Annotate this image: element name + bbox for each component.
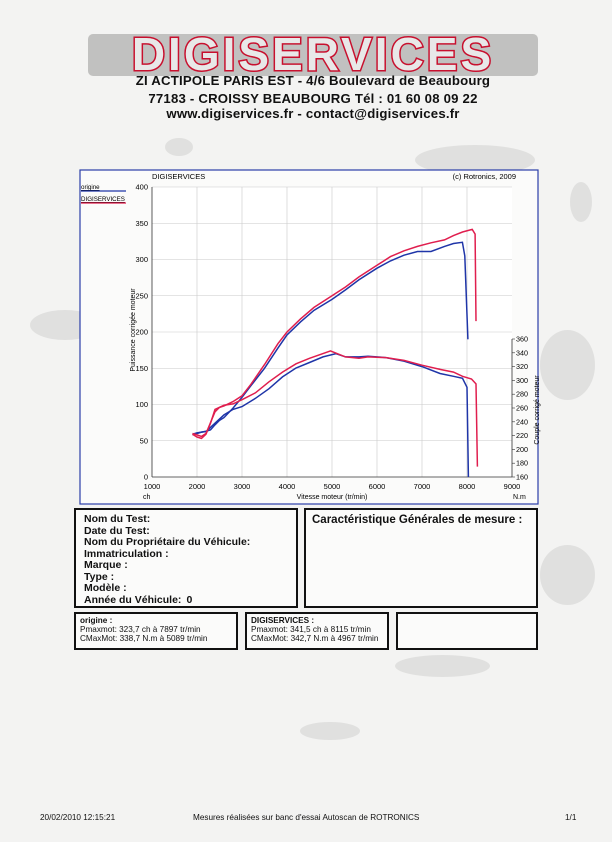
test-info-value: 0 [186,593,193,606]
background-stain [570,182,592,222]
y-tick-label: 200 [135,328,148,337]
x-tick-label: 9000 [504,482,521,491]
background-stain [395,655,490,677]
y-tick-label: 150 [135,364,148,373]
background-stain [540,545,595,605]
chart-legend: origine DIGISERVICES [81,184,126,204]
test-info-line: Année du Véhicule: 0 [84,594,192,606]
legend-label: origine [81,184,100,191]
background-stain [165,138,193,156]
chart-axes: 1000 2000 3000 4000 5000 6000 7000 8000 9000 0 50 1… [135,183,528,492]
footer-note: Mesures réalisées sur banc d'essai Autos… [193,813,420,822]
x-tick-label: 2000 [189,482,206,491]
characteristics-title: Caractéristique Générales de mesure : [312,514,523,526]
x-tick-label: 5000 [324,482,341,491]
result-title: origine : [80,616,113,625]
characteristics-panel: Caractéristique Générales de mesure : [304,508,538,608]
x-tick-label: 6000 [369,482,386,491]
x-unit-right-label: N.m [513,494,526,501]
y-tick-label: 300 [135,255,148,264]
y-tick-label: 0 [144,473,148,482]
test-info-label: Année du Véhicule: [84,593,182,606]
legend-label: DIGISERVICES [81,196,125,203]
y2-tick-label: 340 [516,348,528,357]
test-info-line: Nom du Propriétaire du Véhicule: [84,536,250,548]
test-info-label: Nom du Propriétaire du Véhicule: [84,536,251,548]
test-info-line: Immatriculation : [84,548,169,560]
test-info-line: Marque : [84,559,128,571]
y2-tick-label: 280 [516,390,528,399]
test-info-label: Date du Test: [84,524,150,537]
y-axis-label: Puissance corrigée moteur [130,288,137,372]
y2-tick-label: 320 [516,362,528,371]
x-tick-label: 3000 [234,482,251,491]
result-panel-empty [396,612,538,650]
result-panel-origine: origine : Pmaxmot: 323,7 ch à 7897 tr/mi… [74,612,238,650]
x-axis-label: Vitesse moteur (tr/min) [297,494,368,501]
y-tick-label: 100 [135,400,148,409]
y2-tick-label: 360 [516,335,528,344]
result-panel-digiservices: DIGISERVICES : Pmaxmot: 341,5 ch à 8115 … [245,612,389,650]
x-tick-label: 4000 [279,482,296,491]
y-tick-label: 50 [140,436,148,445]
y-tick-label: 400 [135,183,148,192]
logo-text: DIGISERVICES [132,28,494,80]
background-stain [300,722,360,740]
y2-tick-label: 240 [516,417,528,426]
torque-curve-digiservices [192,350,479,467]
test-info-panel: Nom du Test: Date du Test: Nom du Propriét… [74,508,298,608]
x-tick-label: 1000 [144,482,161,491]
test-info-label: Immatriculation : [84,547,169,560]
test-info-label: Marque : [84,559,128,571]
address-line: 77183 - CROISSY BEAUBOURG Tél : 01 60 08… [148,91,478,106]
footer-page: 1/1 [565,813,577,822]
y2-tick-label: 160 [516,473,528,482]
power-curve-origine [192,241,469,436]
result-power: Pmaxmot: 323,7 ch à 7897 tr/min [80,625,201,634]
chart-series [192,228,479,478]
background-stain [540,330,595,400]
y2-tick-label: 180 [516,459,528,468]
result-title: DIGISERVICES : [251,616,315,625]
y2-tick-label: 200 [516,445,528,454]
digiservices-logo: DIGISERVICES [88,27,538,82]
result-torque: CMaxMot: 342,7 N.m à 4967 tr/min [251,634,379,643]
result-power: Pmaxmot: 341,5 ch à 8115 tr/min [251,625,371,634]
x-tick-label: 7000 [414,482,431,491]
test-info-label: Type : [84,570,115,583]
x-tick-label: 8000 [459,482,476,491]
chart-header-left: DIGISERVICES [152,172,205,181]
result-torque: CMaxMot: 338,7 N.m à 5089 tr/min [80,634,208,643]
chart-header-right: (c) Rotronics, 2009 [453,172,516,181]
footer-datetime: 20/02/2010 12:15:21 [40,813,116,822]
address-line: ZI ACTIPOLE PARIS EST - 4/6 Boulevard de… [135,73,491,88]
y2-tick-label: 260 [516,404,528,413]
test-info-line: Type : [84,571,114,583]
y2-axis-label: Couple corrigé moteur [534,375,541,445]
test-info-line: Nom du Test: [84,513,150,525]
test-info-label: Nom du Test: [84,513,151,525]
test-info-line: Modèle : [84,582,127,594]
test-info-label: Modèle : [84,582,127,594]
y-tick-label: 350 [135,219,148,228]
y2-tick-label: 220 [516,431,528,440]
torque-curve-origine [192,352,470,478]
test-info-line: Date du Test: [84,525,150,537]
website-email-line: www.digiservices.fr - contact@digiservic… [166,106,460,121]
y2-tick-label: 300 [516,376,528,385]
x-unit-label: ch [143,494,151,501]
y-tick-label: 250 [135,291,148,300]
